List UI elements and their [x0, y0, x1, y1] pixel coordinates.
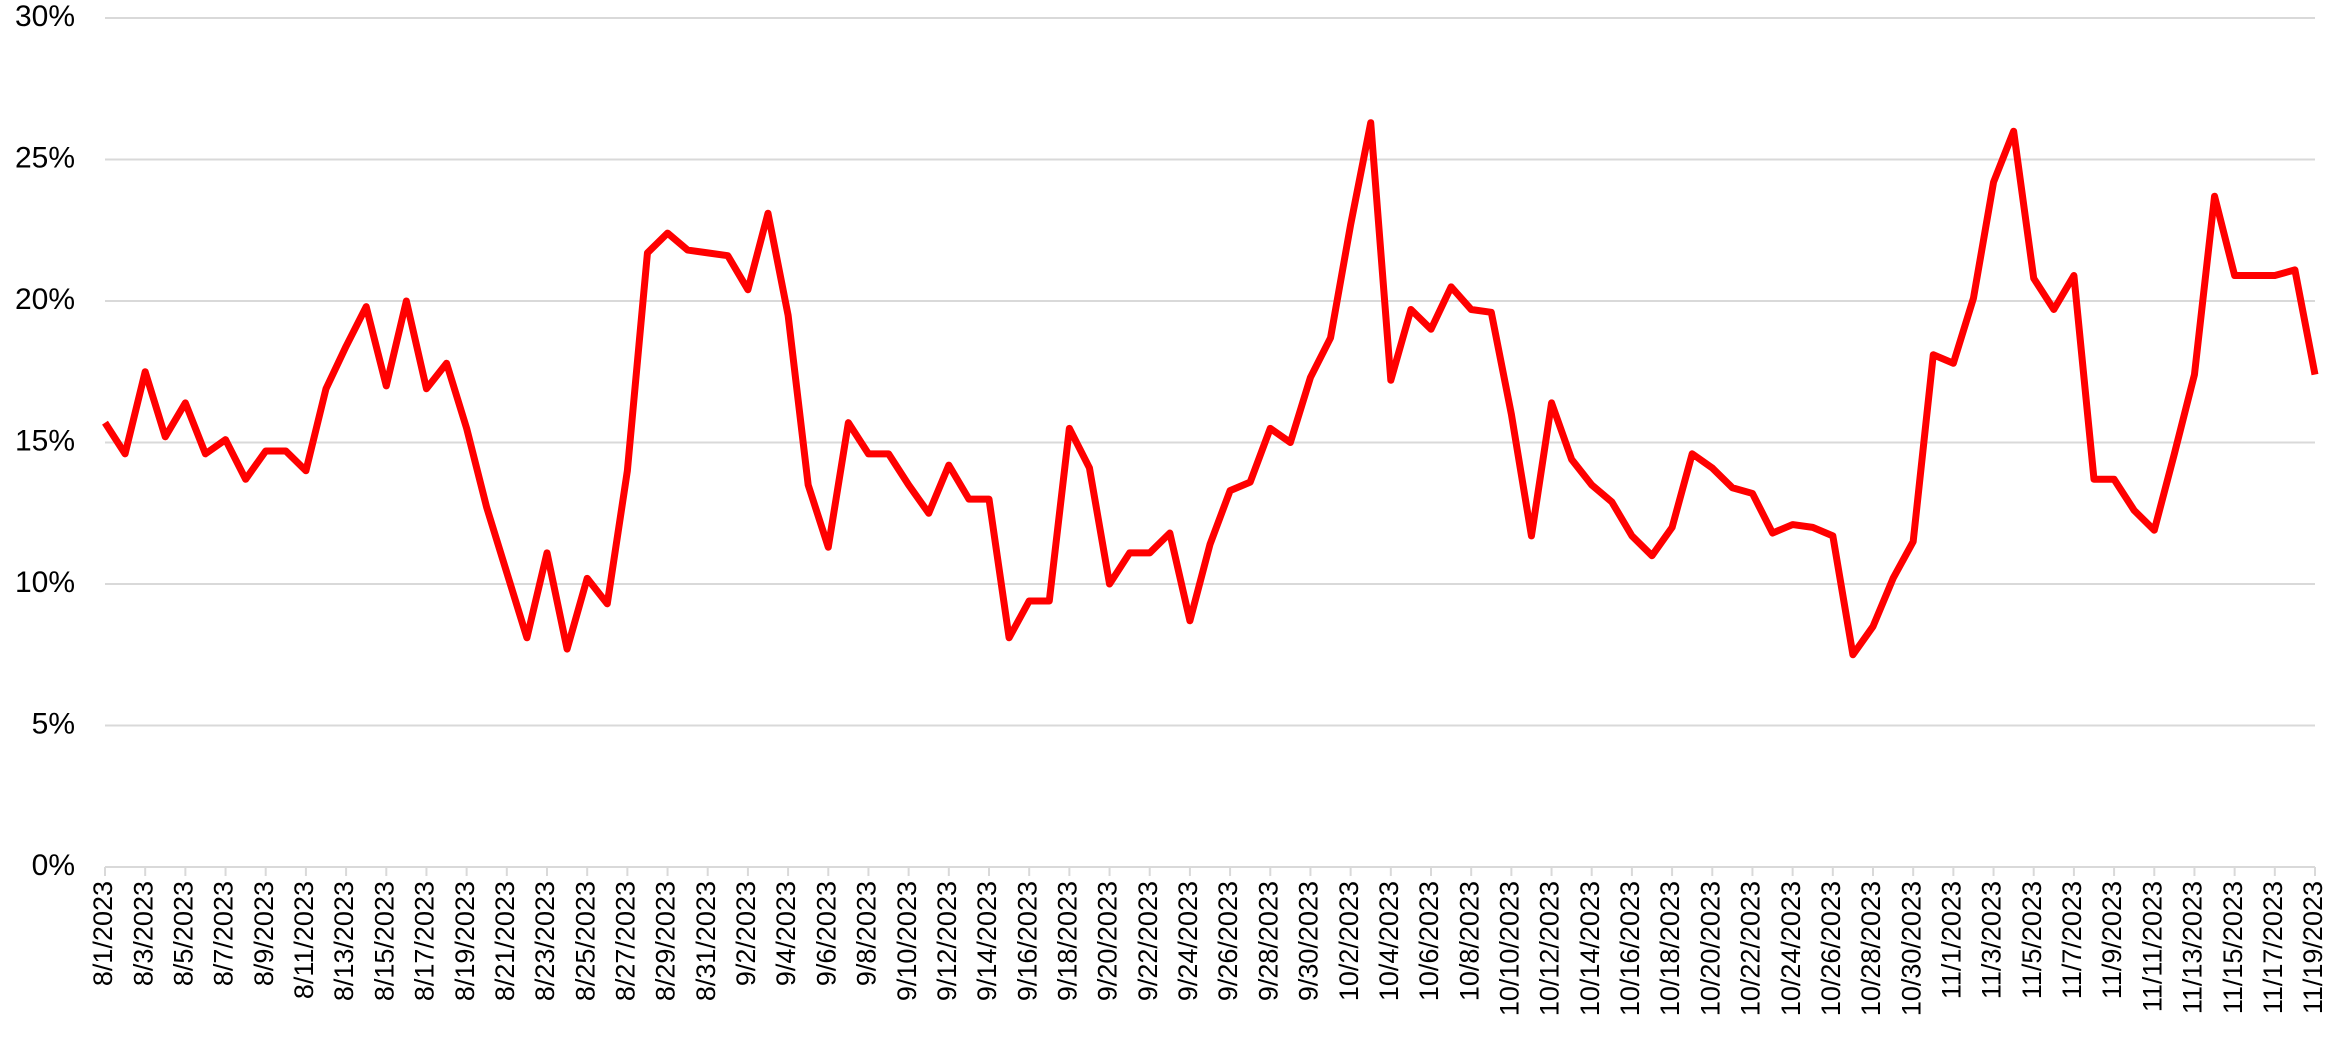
x-tick-label: 10/4/2023 — [1374, 881, 1404, 1001]
x-tick-label: 8/1/2023 — [88, 881, 118, 986]
x-tick-label: 10/14/2023 — [1575, 881, 1605, 1016]
x-tick-label: 10/10/2023 — [1494, 881, 1524, 1016]
x-tick-label: 11/5/2023 — [2017, 881, 2047, 999]
x-tick-label: 11/19/2023 — [2298, 881, 2328, 1014]
x-tick-label: 11/7/2023 — [2057, 881, 2087, 999]
x-tick-label: 10/26/2023 — [1816, 881, 1846, 1016]
x-tick-label: 10/6/2023 — [1414, 881, 1444, 1001]
x-tick-label: 11/17/2023 — [2258, 881, 2288, 1014]
x-tick-label: 9/22/2023 — [1133, 881, 1163, 1001]
x-tick-label: 8/31/2023 — [691, 881, 721, 1001]
y-tick-label: 10% — [15, 566, 75, 599]
x-tick-label: 10/18/2023 — [1655, 881, 1685, 1016]
x-tick-label: 9/20/2023 — [1093, 881, 1123, 1001]
y-tick-label: 5% — [32, 707, 75, 740]
x-tick-label: 11/3/2023 — [1977, 881, 2007, 999]
x-tick-label: 8/27/2023 — [610, 881, 640, 1001]
y-tick-label: 15% — [15, 424, 75, 457]
x-tick-label: 8/25/2023 — [570, 881, 600, 1001]
x-tick-label: 10/8/2023 — [1454, 881, 1484, 1001]
x-tick-label: 11/9/2023 — [2097, 881, 2127, 999]
y-tick-label: 20% — [15, 283, 75, 316]
x-tick-label: 8/5/2023 — [168, 881, 198, 986]
x-tick-label: 10/30/2023 — [1896, 881, 1926, 1016]
x-tick-label: 11/13/2023 — [2178, 881, 2208, 1014]
x-tick-label: 8/19/2023 — [450, 881, 480, 1001]
x-tick-label: 8/17/2023 — [410, 881, 440, 1001]
x-tick-label: 9/26/2023 — [1213, 881, 1243, 1001]
x-tick-label: 8/11/2023 — [289, 881, 319, 999]
x-tick-label: 10/20/2023 — [1695, 881, 1725, 1016]
x-tick-label: 8/3/2023 — [128, 881, 158, 986]
x-tick-label: 10/2/2023 — [1334, 881, 1364, 1001]
x-tick-label: 8/23/2023 — [530, 881, 560, 1001]
y-tick-label: 25% — [15, 141, 75, 174]
x-tick-label: 8/13/2023 — [329, 881, 359, 1001]
x-tick-label: 10/28/2023 — [1856, 881, 1886, 1016]
x-tick-label: 8/29/2023 — [651, 881, 681, 1001]
x-tick-label: 10/24/2023 — [1776, 881, 1806, 1016]
y-tick-label: 0% — [32, 849, 75, 882]
x-tick-label: 9/10/2023 — [892, 881, 922, 1001]
x-tick-label: 10/22/2023 — [1736, 881, 1766, 1016]
x-tick-label: 9/30/2023 — [1294, 881, 1324, 1001]
x-tick-label: 9/2/2023 — [731, 881, 761, 986]
x-tick-label: 9/18/2023 — [1052, 881, 1082, 1001]
x-tick-label: 11/11/2023 — [2137, 881, 2167, 1012]
x-tick-label: 9/8/2023 — [852, 881, 882, 986]
x-tick-label: 9/24/2023 — [1173, 881, 1203, 1001]
x-tick-label: 10/16/2023 — [1615, 881, 1645, 1016]
x-tick-label: 8/9/2023 — [249, 881, 279, 986]
x-tick-label: 8/15/2023 — [369, 881, 399, 1001]
x-tick-label: 8/7/2023 — [209, 881, 239, 986]
x-tick-label: 11/1/2023 — [1936, 881, 1966, 999]
x-tick-label: 10/12/2023 — [1535, 881, 1565, 1016]
x-tick-label: 9/28/2023 — [1253, 881, 1283, 1001]
x-tick-label: 9/14/2023 — [972, 881, 1002, 1001]
x-tick-label: 8/21/2023 — [490, 881, 520, 1001]
y-tick-label: 30% — [15, 0, 75, 33]
x-tick-label: 9/12/2023 — [932, 881, 962, 1001]
x-tick-label: 9/6/2023 — [811, 881, 841, 986]
x-tick-label: 9/4/2023 — [771, 881, 801, 986]
data-line — [102, 119, 2319, 659]
x-tick-label: 9/16/2023 — [1012, 881, 1042, 1001]
x-tick-label: 11/15/2023 — [2218, 881, 2248, 1014]
